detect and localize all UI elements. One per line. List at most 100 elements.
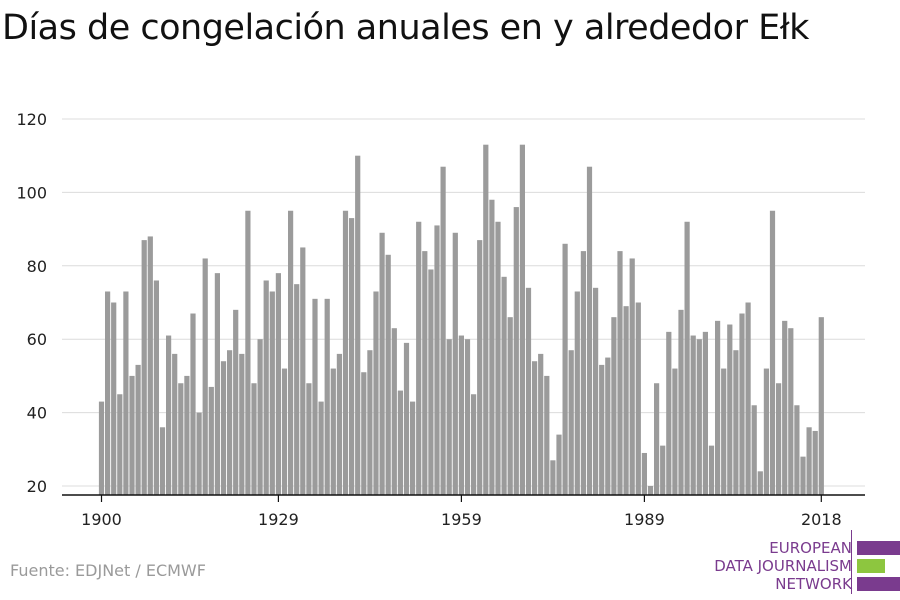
bar bbox=[257, 339, 263, 495]
bar bbox=[763, 368, 769, 495]
bar bbox=[184, 375, 190, 495]
bar bbox=[794, 405, 800, 495]
bar bbox=[501, 276, 507, 495]
bar bbox=[208, 386, 214, 495]
bar bbox=[452, 232, 458, 495]
x-tick-label: 1929 bbox=[258, 510, 299, 529]
bar bbox=[519, 144, 525, 495]
x-tick-label: 1900 bbox=[81, 510, 122, 529]
bar bbox=[233, 309, 239, 495]
bar bbox=[769, 210, 776, 495]
bar bbox=[428, 269, 434, 495]
bar bbox=[727, 324, 733, 495]
bar bbox=[647, 486, 654, 495]
logo-line-3: NETWORK bbox=[775, 575, 852, 593]
bar bbox=[696, 339, 702, 495]
bar bbox=[812, 430, 818, 495]
y-tick-label: 40 bbox=[27, 404, 47, 423]
bar bbox=[300, 247, 306, 495]
bar bbox=[641, 452, 647, 495]
bar bbox=[678, 309, 684, 495]
bar bbox=[288, 210, 294, 495]
bar bbox=[227, 350, 233, 495]
bar bbox=[684, 221, 690, 495]
bar bbox=[458, 335, 464, 495]
bar bbox=[220, 361, 227, 495]
bar bbox=[361, 372, 367, 495]
bar bbox=[147, 236, 153, 495]
bar bbox=[318, 401, 324, 495]
x-tick-label: 1989 bbox=[624, 510, 665, 529]
bar bbox=[269, 291, 275, 495]
bar bbox=[556, 434, 562, 495]
bar bbox=[117, 394, 123, 495]
bar bbox=[330, 368, 336, 495]
bar bbox=[416, 221, 422, 495]
bar bbox=[525, 287, 532, 495]
bar bbox=[239, 353, 245, 495]
bars bbox=[98, 144, 824, 496]
bar bbox=[422, 251, 428, 495]
bar bbox=[507, 317, 513, 495]
bar bbox=[178, 383, 184, 495]
logo-separator bbox=[851, 530, 852, 594]
chart-title: Días de congelación anuales en y alreded… bbox=[2, 8, 809, 48]
bar bbox=[190, 313, 196, 495]
bar bbox=[739, 313, 745, 495]
bar bbox=[708, 445, 715, 495]
x-tick-label: 2018 bbox=[801, 510, 842, 529]
bar bbox=[355, 155, 361, 495]
bar bbox=[251, 383, 257, 495]
bar bbox=[477, 240, 483, 495]
logo-bar-bottom bbox=[857, 577, 900, 591]
bar bbox=[391, 328, 397, 495]
bar bbox=[446, 339, 452, 495]
bar bbox=[757, 471, 763, 495]
logo-bar-middle bbox=[857, 559, 885, 573]
bar bbox=[275, 273, 281, 495]
bar bbox=[111, 302, 117, 495]
bar bbox=[611, 317, 617, 495]
bar bbox=[654, 383, 660, 495]
bar bbox=[629, 258, 635, 495]
bar bbox=[623, 306, 629, 495]
bar bbox=[153, 280, 159, 495]
bar bbox=[385, 254, 391, 495]
source-note: Fuente: EDJNet / ECMWF bbox=[10, 561, 206, 580]
bar bbox=[245, 210, 251, 495]
y-tick-label: 120 bbox=[16, 110, 47, 129]
bar bbox=[690, 335, 696, 495]
bar bbox=[281, 368, 288, 495]
bar bbox=[666, 331, 672, 495]
bar bbox=[214, 273, 220, 495]
bar bbox=[471, 394, 477, 495]
bar bbox=[440, 166, 446, 495]
bar bbox=[660, 445, 666, 495]
bar bbox=[550, 460, 556, 495]
bar bbox=[342, 210, 349, 495]
bar bbox=[800, 456, 806, 495]
bar bbox=[367, 350, 373, 495]
bar bbox=[464, 339, 471, 495]
x-axis-ticks: 1900 1929 1959 1989 2018 bbox=[81, 495, 842, 529]
bar bbox=[776, 383, 782, 495]
bar bbox=[312, 298, 318, 495]
logo-line-2: DATA JOURNALISM bbox=[714, 557, 852, 575]
bar bbox=[751, 405, 757, 495]
bar bbox=[568, 350, 574, 495]
bar bbox=[135, 364, 141, 495]
bar bbox=[196, 412, 202, 495]
bar bbox=[544, 375, 550, 495]
bar bbox=[818, 317, 824, 495]
bar bbox=[806, 427, 812, 495]
bar bbox=[123, 291, 129, 495]
y-axis-tick-labels: 20 40 60 80 100 120 bbox=[16, 110, 47, 496]
x-tick-label: 1959 bbox=[441, 510, 482, 529]
bar bbox=[733, 350, 739, 495]
bar bbox=[483, 144, 489, 495]
bar bbox=[605, 357, 611, 495]
bar bbox=[434, 225, 440, 495]
bar bbox=[586, 166, 593, 495]
bar bbox=[306, 383, 312, 495]
bar bbox=[580, 251, 586, 495]
